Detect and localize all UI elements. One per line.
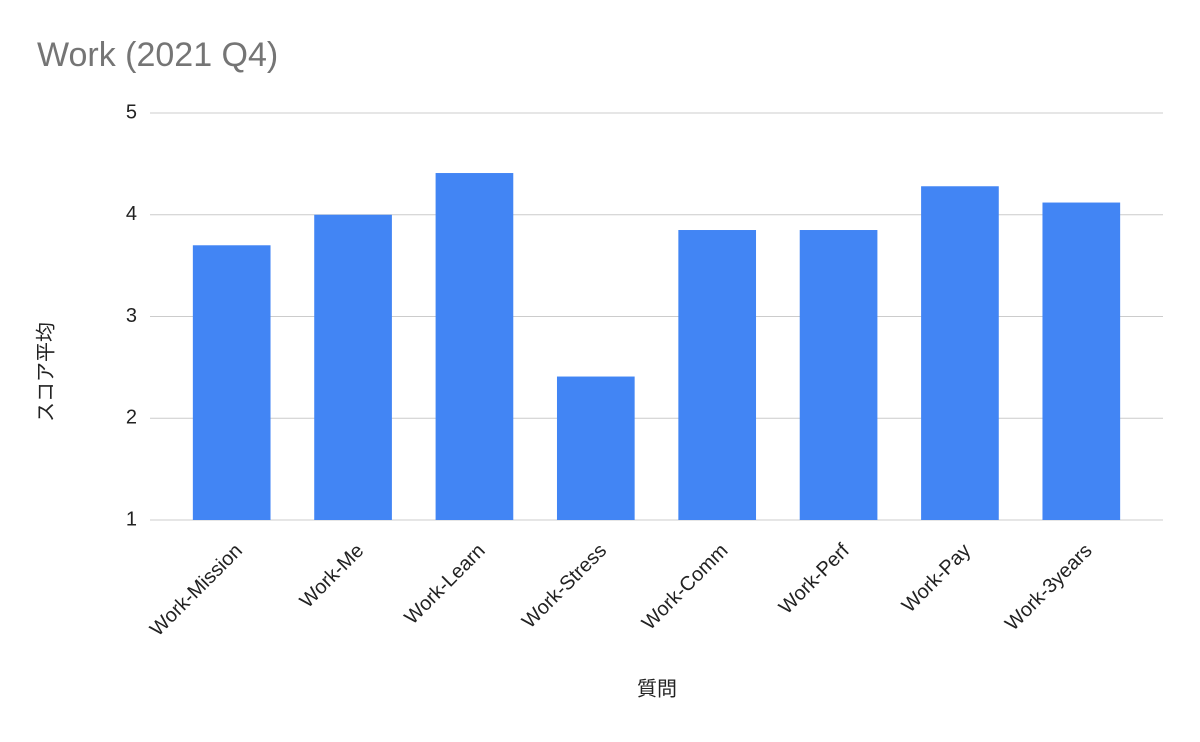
bar — [192, 245, 271, 520]
bar — [678, 230, 757, 520]
y-tick-label: 5 — [126, 101, 137, 123]
y-tick-label: 2 — [126, 407, 137, 429]
bar — [1042, 202, 1121, 521]
y-tick-label: 1 — [126, 508, 137, 530]
bar — [556, 376, 635, 520]
y-tick-label: 3 — [126, 305, 137, 327]
bar — [435, 173, 514, 520]
y-tick-label: 4 — [126, 203, 137, 225]
y-axis-label: スコア平均 — [34, 322, 57, 422]
chart-title: Work (2021 Q4) — [37, 36, 278, 74]
bar — [921, 186, 999, 520]
bar — [799, 230, 878, 520]
x-axis-label: 質問 — [637, 677, 677, 700]
bar — [314, 214, 392, 520]
